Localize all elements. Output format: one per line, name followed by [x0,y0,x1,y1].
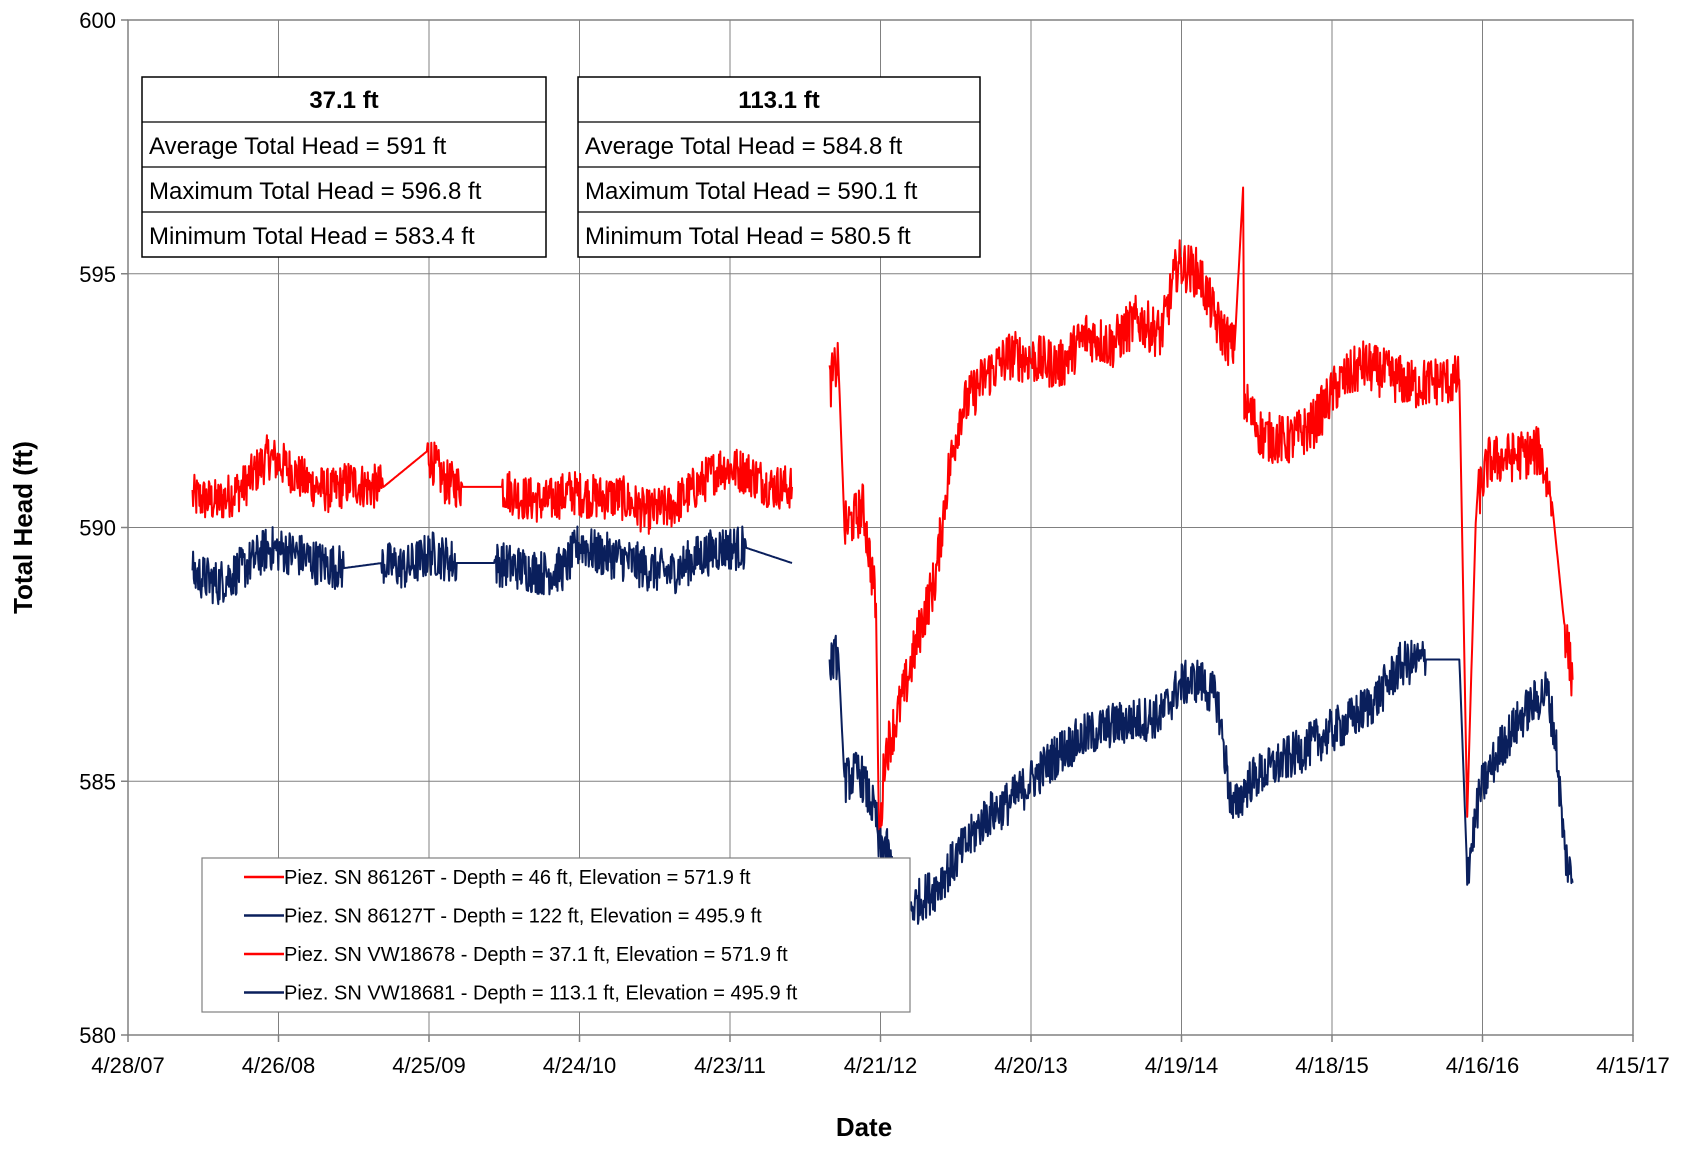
x-tick-label: 4/20/13 [994,1053,1067,1078]
y-tick-label: 580 [79,1023,116,1048]
stats-table-2: 113.1 ft Average Total Head = 584.8 ft Max… [577,76,981,258]
x-tick-label: 4/15/17 [1596,1053,1669,1078]
x-tick-label: 4/25/09 [392,1053,465,1078]
x-tick-label: 4/24/10 [543,1053,616,1078]
series-layer [191,186,1574,925]
y-tick-label: 585 [79,769,116,794]
stats-table-row: Maximum Total Head = 590.1 ft [585,178,918,205]
x-tick-label: 4/21/12 [844,1053,917,1078]
legend-label: Piez. SN 86127T - Depth = 122 ft, Elevat… [284,906,762,928]
x-tick-label: 4/18/15 [1295,1053,1368,1078]
x-tick-label: 4/16/16 [1446,1053,1519,1078]
legend-item: Piez. SN 86127T - Depth = 122 ft, Elevat… [244,906,762,928]
stats-table-row: Minimum Total Head = 580.5 ft [585,223,911,250]
x-axis-title: Date [836,1112,892,1142]
x-tick-label: 4/19/14 [1145,1053,1218,1078]
legend-label: Piez. SN VW18678 - Depth = 37.1 ft, Elev… [284,944,788,966]
x-tick-label: 4/28/07 [91,1053,164,1078]
stats-tables: 37.1 ft Average Total Head = 591 ft Maximu… [141,76,981,258]
y-axis-title: Total Head (ft) [8,441,38,614]
y-tick-label: 590 [79,516,116,541]
stats-table-row: Average Total Head = 591 ft [149,133,447,160]
axis-ticks: 4/28/07 4/26/08 4/25/09 4/24/10 4/23/11 4/21/… [79,8,1669,1078]
legend-item: Piez. SN VW18681 - Depth = 113.1 ft, Ele… [244,983,798,1005]
legend-item: Piez. SN 86126T - Depth = 46 ft, Elevati… [244,867,751,889]
legend-label: Piez. SN VW18681 - Depth = 113.1 ft, Ele… [284,983,798,1005]
x-tick-label: 4/23/11 [694,1053,766,1078]
legend-item: Piez. SN VW18678 - Depth = 37.1 ft, Elev… [244,944,788,966]
legend-label: Piez. SN 86126T - Depth = 46 ft, Elevati… [284,867,751,889]
y-tick-label: 600 [79,8,116,33]
series-line-4 [828,634,1574,925]
series-line-1 [191,434,793,535]
stats-table-1: 37.1 ft Average Total Head = 591 ft Maximu… [141,76,547,258]
legend-box [201,857,911,1013]
stats-table-header: 37.1 ft [309,87,378,114]
y-tick-label: 595 [79,262,116,287]
series-line-2 [191,525,793,606]
stats-table-row: Minimum Total Head = 583.4 ft [149,223,475,250]
stats-table-row: Average Total Head = 584.8 ft [585,133,903,160]
series-line-3 [828,186,1574,845]
legend: Piez. SN 86126T - Depth = 46 ft, Elevati… [201,857,911,1013]
stats-table-row: Maximum Total Head = 596.8 ft [149,178,482,205]
x-tick-label: 4/26/08 [242,1053,315,1078]
stats-table-header: 113.1 ft [738,87,819,114]
